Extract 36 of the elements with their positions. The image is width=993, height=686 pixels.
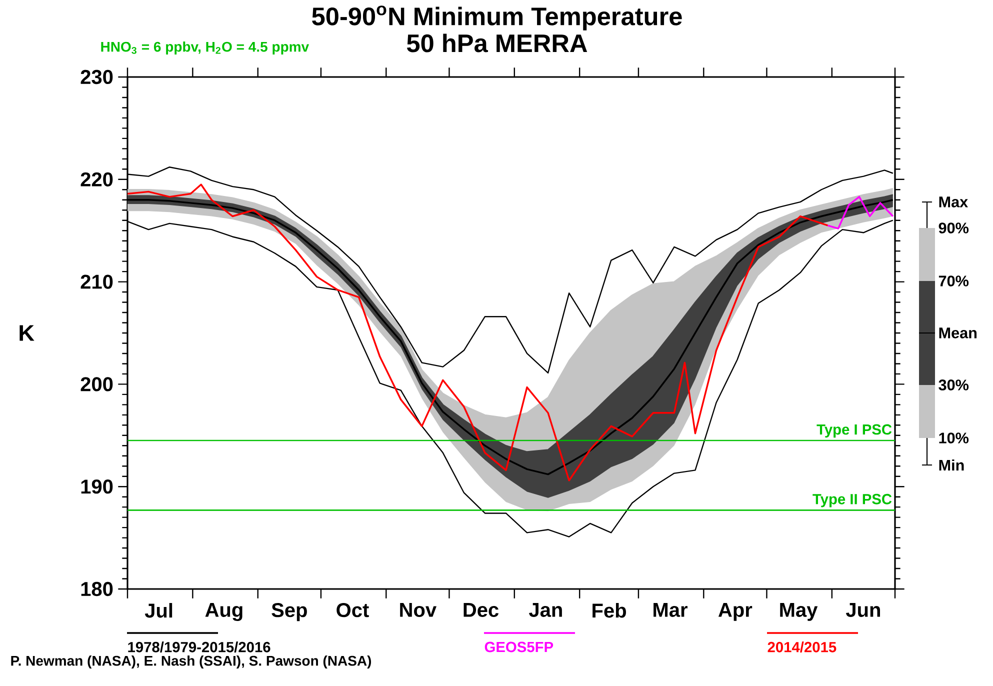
y-tick-label: 180 <box>81 582 113 596</box>
x-tick-label: Sep <box>272 603 307 622</box>
x-tick-label: Jun <box>846 603 880 617</box>
text: Max <box>939 196 968 208</box>
y-tick-label: 220 <box>80 172 113 186</box>
chart-title: 50-90$^{o}$N Minimum Temperature <box>312 6 682 30</box>
x-tick-label: Dec <box>464 603 499 617</box>
x-tick-label: Aug <box>205 603 242 622</box>
y-tick-label: 230 <box>80 70 113 84</box>
line-series <box>826 196 894 230</box>
text: 10% <box>939 432 969 444</box>
text: P. Newman (NASA), E. Nash (SSAI), S. Pawson (NASA) <box>11 655 372 669</box>
text: Mean <box>939 328 977 338</box>
text: HNO$_{3}$ = 6 ppbv, H$_{2}$O = 4.5 ppmv <box>101 41 310 55</box>
x-tick-label: Jul <box>144 603 172 618</box>
x-tick-label: Apr <box>718 603 752 621</box>
y-tick-label: 210 <box>80 274 113 289</box>
x-tick-label: May <box>780 603 818 621</box>
y-axis-title: K <box>20 325 34 341</box>
chart-subtitle: 50 hPa MERRA <box>406 34 588 52</box>
text: 70% <box>938 276 969 286</box>
x-tick-label: Jan <box>529 603 562 617</box>
y-tick-label: 200 <box>80 377 113 392</box>
y-tick-label: 190 <box>81 480 113 494</box>
x-tick-label: Nov <box>400 603 436 617</box>
text: 1978/1979-2015/2016 <box>128 642 270 652</box>
text: 2014/2015 <box>768 642 836 652</box>
x-tick-label: Mar <box>654 603 688 617</box>
text: GEOS5FP <box>484 642 554 652</box>
text: 30% <box>938 380 969 390</box>
ref-line-label: Type I PSC <box>816 424 892 438</box>
x-tick-label: Feb <box>592 603 626 618</box>
ref-line-label: Type II PSC <box>812 494 892 508</box>
text: 90% <box>938 222 969 234</box>
text: Min <box>939 459 964 471</box>
x-tick-label: Oct <box>336 603 369 618</box>
